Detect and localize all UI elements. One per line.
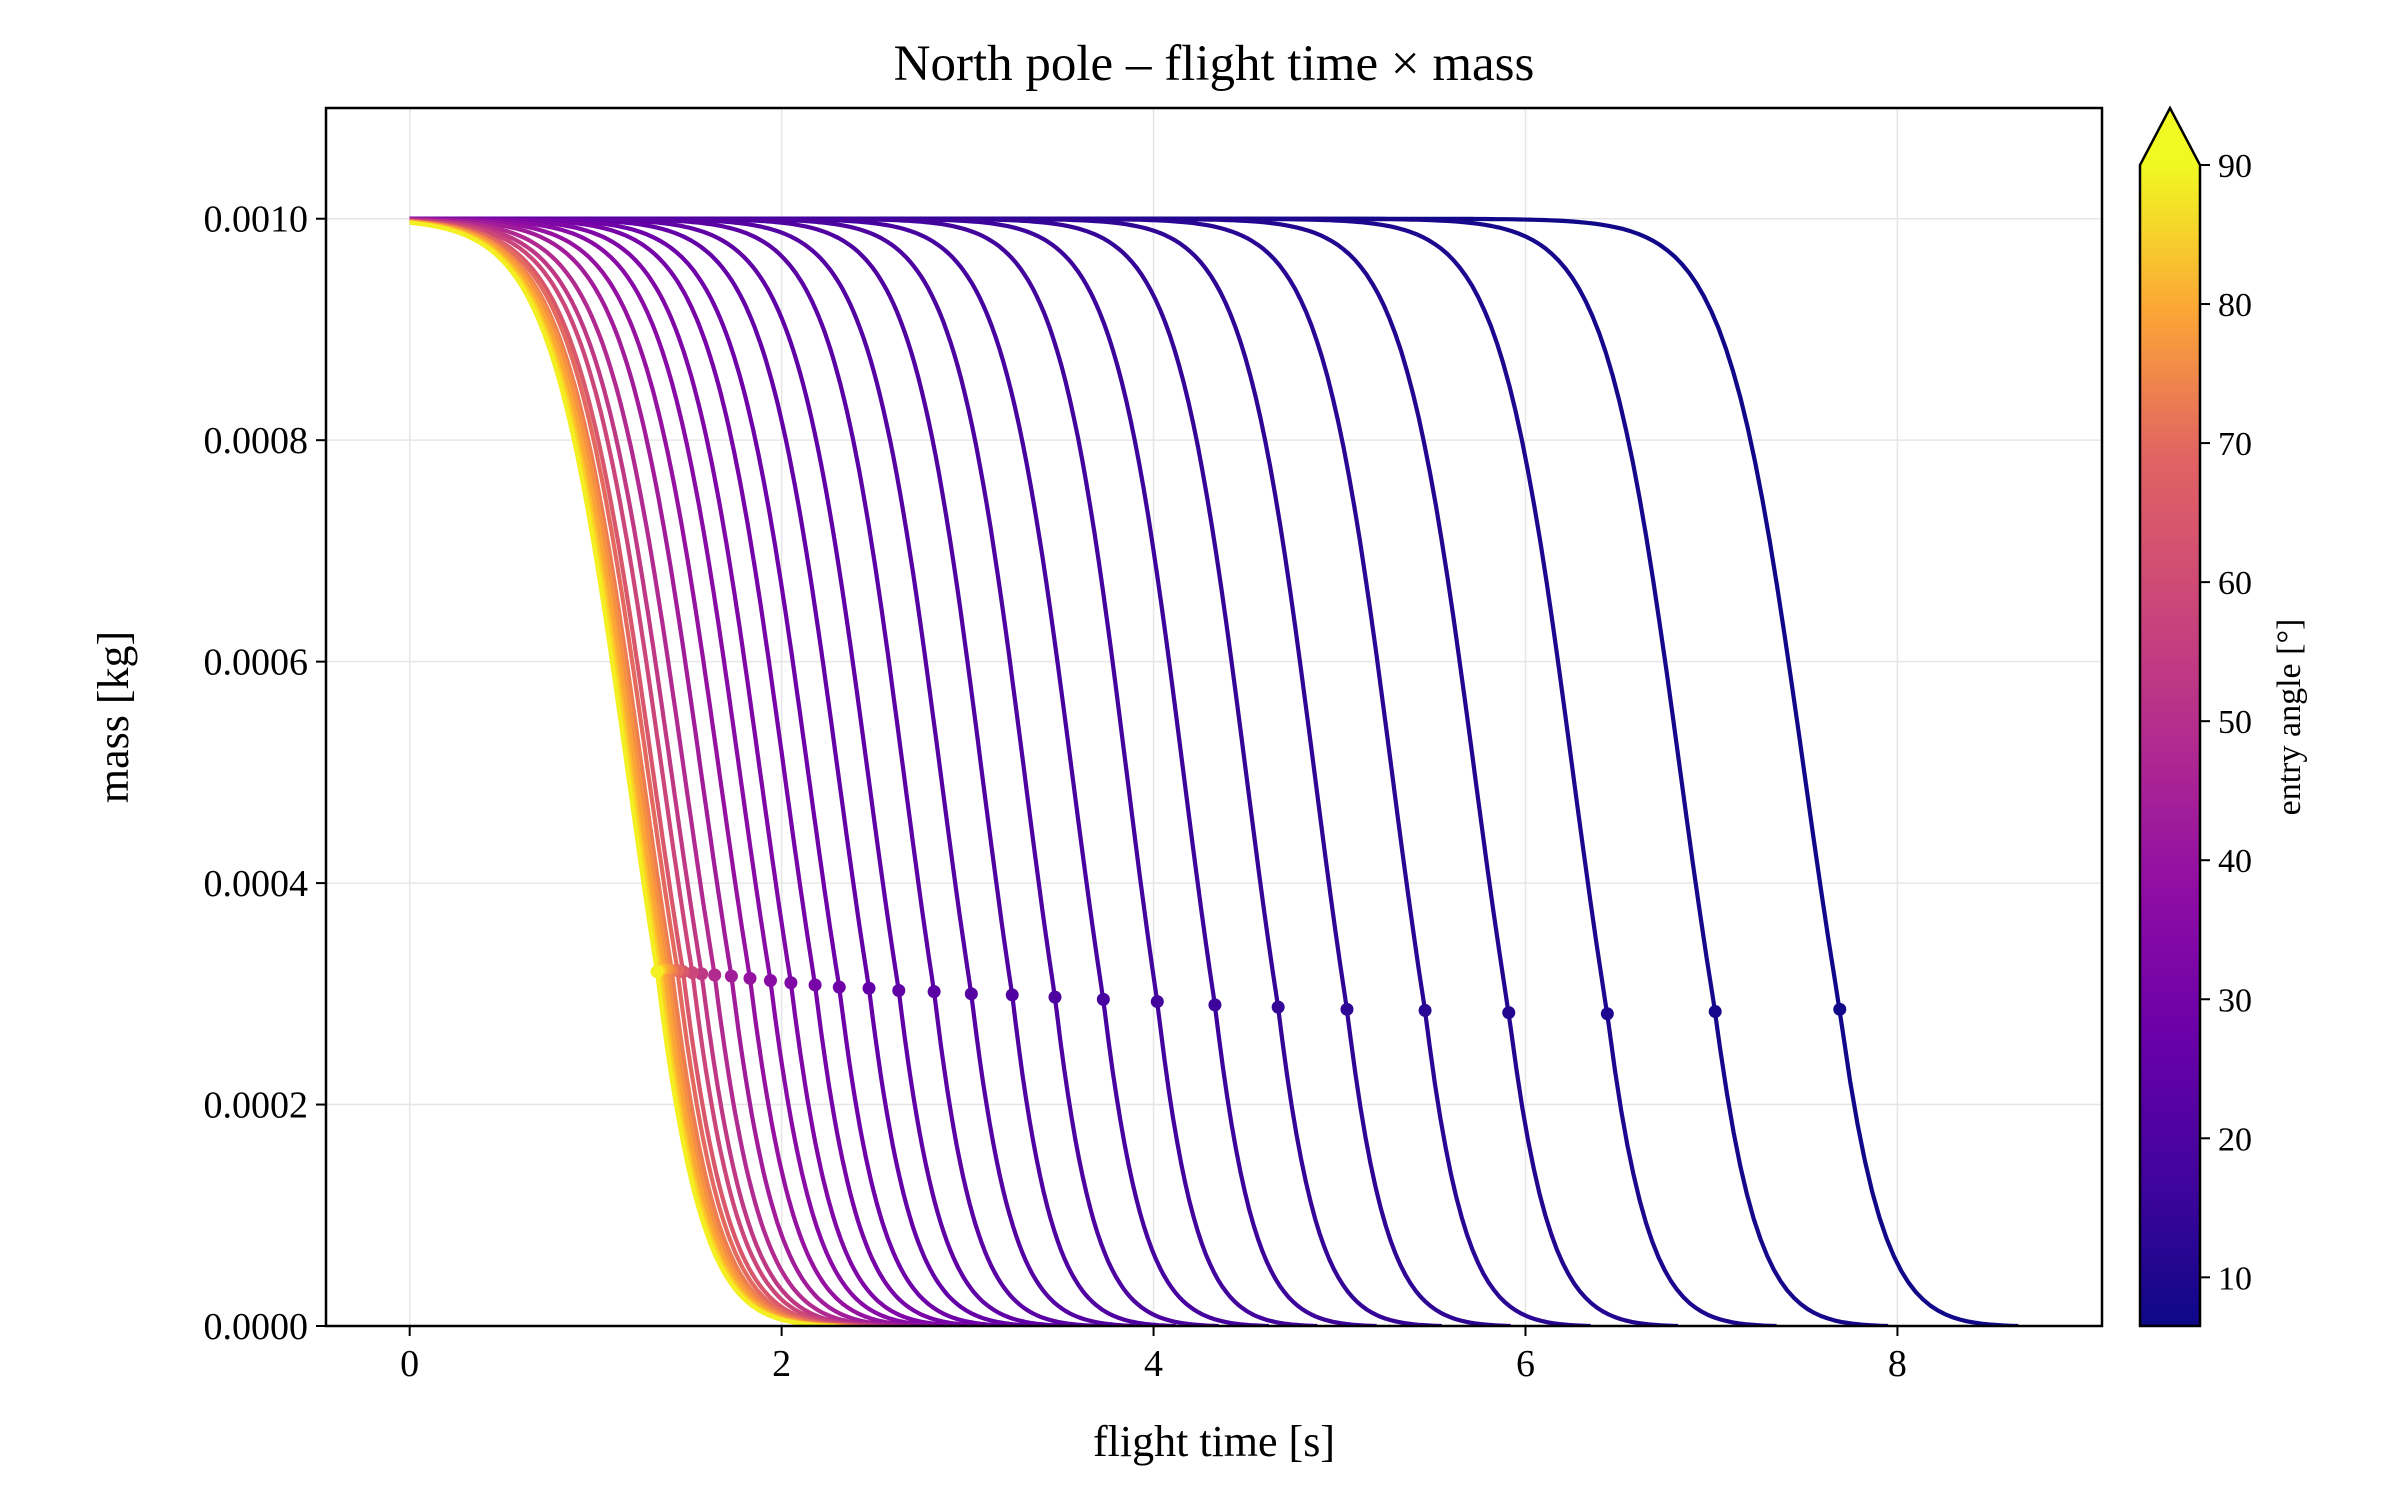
plot-frame: [324, 106, 2104, 1328]
colorbar-tick-label: 90: [2218, 148, 2252, 185]
chart-title: North pole – flight time × mass: [894, 36, 1535, 92]
series-marker: [708, 968, 722, 982]
y-tick-label: 0.0004: [204, 863, 309, 905]
series-line: [409, 218, 875, 1326]
colorbar-tick-label: 10: [2218, 1260, 2252, 1297]
series-marker: [964, 987, 978, 1001]
y-axis-label: mass [kg]: [89, 631, 138, 803]
x-axis-ticks: 0 2 4 6 8: [400, 1326, 1907, 1385]
x-tick-label: 2: [772, 1343, 791, 1385]
series-marker: [1005, 988, 1019, 1002]
series-marker: [724, 969, 738, 983]
colorbar-extend-arrow: [2140, 108, 2200, 165]
grid: [326, 108, 2102, 1327]
series-marker: [1708, 1005, 1722, 1019]
series-line: [409, 216, 1679, 1326]
series-marker: [763, 974, 777, 988]
x-tick-label: 4: [1144, 1343, 1163, 1385]
series-line: [409, 216, 1318, 1326]
series-line: [409, 217, 931, 1326]
series-marker: [927, 985, 941, 999]
series-line: [409, 220, 836, 1326]
series-marker: [1600, 1007, 1614, 1021]
series-marker: [1208, 998, 1222, 1012]
series-marker: [808, 978, 822, 992]
series-line: [409, 219, 858, 1326]
y-axis-ticks: 0.0000 0.0002 0.0004 0.0006 0.0008 0.0010: [204, 199, 326, 1348]
series-marker: [784, 976, 798, 990]
y-tick-label: 0.0010: [204, 199, 309, 241]
series-line: [409, 216, 1043, 1326]
series-marker: [1340, 1002, 1354, 1016]
colorbar-tick-label: 70: [2218, 426, 2252, 463]
colorbar-outline: [2138, 105, 2202, 1328]
series-marker: [1271, 1000, 1285, 1014]
y-tick-label: 0.0002: [204, 1085, 309, 1127]
series-line: [409, 216, 1377, 1326]
colorbar: 10 20 30 40 50 60 70 80 90 entry angle [°]: [2138, 105, 2308, 1328]
colorbar-tick-label: 80: [2218, 287, 2252, 324]
x-tick-label: 6: [1516, 1343, 1535, 1385]
colorbar-tick-label: 20: [2218, 1121, 2252, 1158]
y-tick-label: 0.0006: [204, 642, 309, 684]
series-marker: [650, 965, 664, 979]
colorbar-label: entry angle [°]: [2271, 619, 2308, 816]
series-line: [409, 216, 1591, 1326]
series-marker: [1096, 992, 1110, 1006]
series-line: [409, 217, 897, 1326]
series-line: [409, 216, 1219, 1326]
colorbar-tick-label: 40: [2218, 843, 2252, 880]
series-line: [409, 217, 912, 1326]
series-line: [409, 216, 1176, 1326]
y-tick-label: 0.0008: [204, 420, 309, 462]
series-marker: [743, 971, 757, 985]
x-axis-label: flight time [s]: [1093, 1417, 1335, 1466]
series-marker: [892, 983, 906, 997]
series-marker: [1048, 990, 1062, 1004]
colorbar-tick-label: 30: [2218, 982, 2252, 1019]
series-group: [409, 216, 2019, 1326]
series-marker: [1502, 1006, 1516, 1020]
series-line: [409, 218, 884, 1326]
marker-group: [650, 962, 1847, 1021]
colorbar-tick-label: 60: [2218, 565, 2252, 602]
colorbar-tick-label: 50: [2218, 704, 2252, 741]
series-marker: [832, 980, 846, 994]
x-tick-label: 8: [1888, 1343, 1907, 1385]
colorbar-ticks: 10 20 30 40 50 60 70 80 90: [2200, 148, 2252, 1297]
colorbar-gradient: [2140, 165, 2200, 1326]
y-tick-label: 0.0000: [204, 1306, 309, 1348]
series-marker: [862, 981, 876, 995]
x-tick-label: 0: [400, 1343, 419, 1385]
series-marker: [1418, 1003, 1432, 1017]
series-marker: [1150, 995, 1164, 1009]
series-marker: [1833, 1002, 1847, 1016]
